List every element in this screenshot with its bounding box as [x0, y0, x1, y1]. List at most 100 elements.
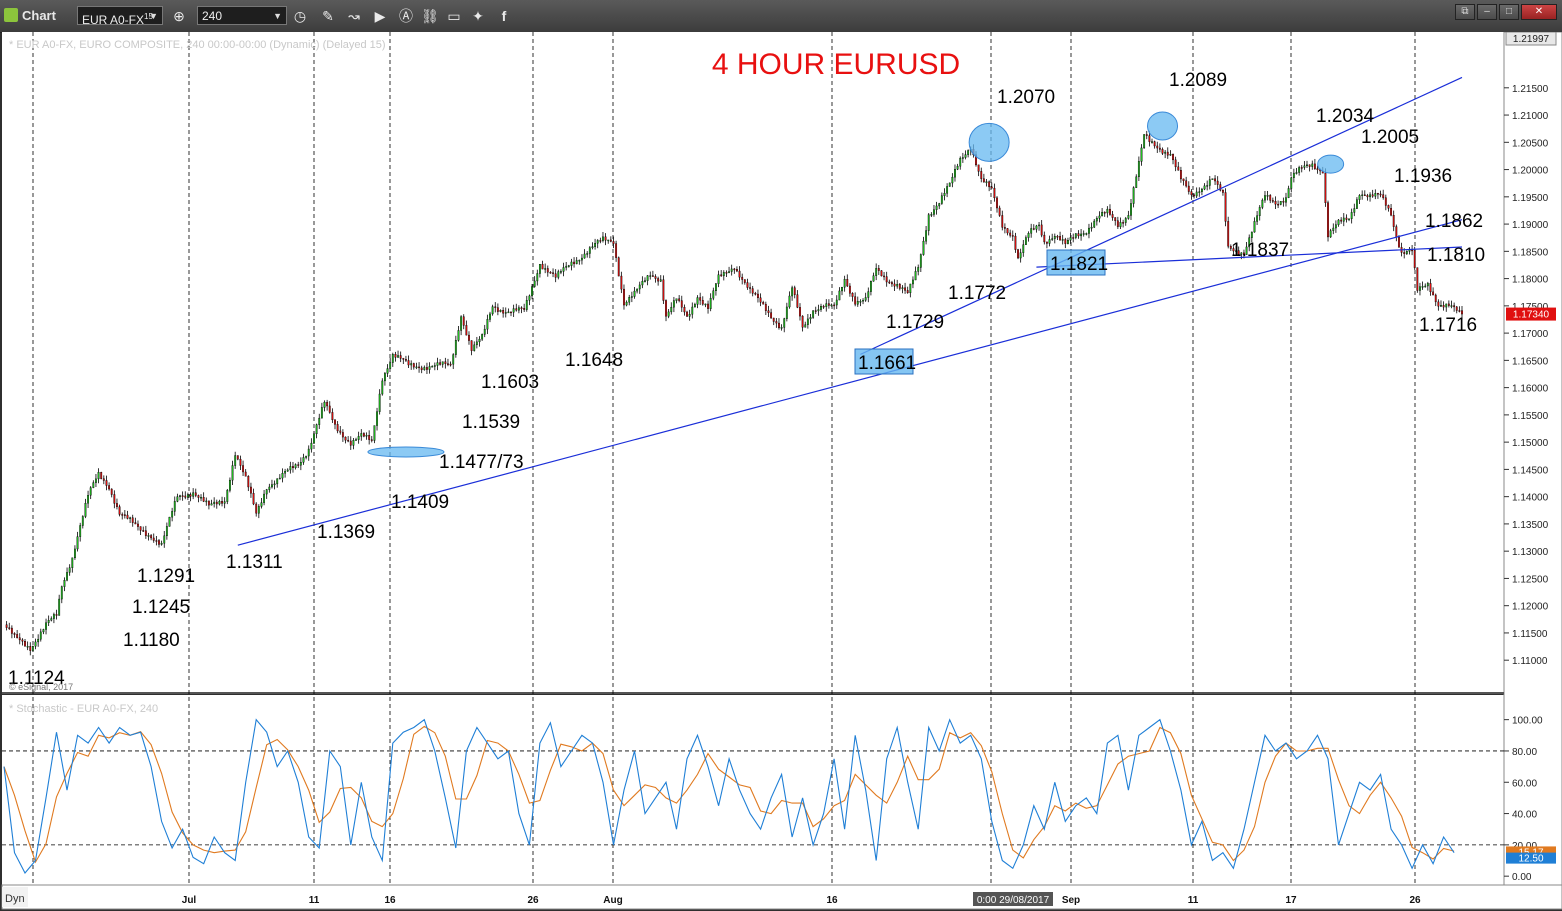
alert-icon[interactable]: Ⓐ [399, 8, 413, 24]
candle-down [1327, 202, 1329, 238]
candle-down [1148, 135, 1151, 142]
price-annotation: 1.1180 [123, 630, 180, 651]
candle-up [376, 411, 378, 426]
target-icon[interactable]: ⊕ [173, 8, 185, 24]
candle-down [612, 241, 615, 244]
candle-down [21, 639, 24, 642]
highlight-ellipses[interactable] [367, 111, 1345, 458]
candle-up [45, 622, 47, 630]
candle-down [108, 485, 111, 490]
candle-up [1374, 193, 1377, 197]
restore-icon[interactable]: ⧉ [1455, 4, 1475, 20]
price-annotation: 1.2034 [1316, 106, 1375, 127]
candle-down [1114, 217, 1117, 221]
link-icon[interactable]: ⛓ [421, 8, 439, 24]
candle-up [1019, 252, 1022, 259]
facebook-icon[interactable]: f [501, 8, 507, 24]
dyn-corner[interactable] [2, 887, 28, 907]
line-chart-icon[interactable]: ↝ [348, 8, 360, 24]
candle-up [76, 536, 79, 550]
candle-up [525, 300, 528, 310]
symbol-value: EUR A0-FX [82, 13, 145, 27]
candle-up [985, 181, 988, 183]
candle-down [144, 530, 147, 536]
candle-down [699, 297, 702, 301]
candle-down [993, 187, 996, 199]
candle-up [302, 457, 305, 463]
candle-down [1229, 246, 1232, 249]
candle-down [328, 405, 331, 413]
candle-down [617, 257, 620, 277]
candle-up [34, 641, 37, 647]
toolbar: Chart EUR A0-FX15 ▼ ⊕ 240 ▼ ◷ ✎ ↝ ▶ Ⓐ ⛓ ▭ … [0, 0, 1562, 33]
candle-down [1366, 195, 1369, 198]
candle-up [596, 240, 599, 244]
candle-up [517, 307, 520, 311]
candle-up [1027, 233, 1030, 238]
clock-icon[interactable]: ◷ [293, 8, 307, 24]
candle-up [728, 271, 730, 274]
candle-up [1098, 215, 1101, 219]
candle-up [1450, 305, 1453, 307]
candle-up [628, 297, 631, 303]
stoch-k-value: 12.50 [1518, 854, 1543, 865]
candle-up [630, 296, 633, 298]
candle-down [331, 412, 334, 421]
candle-down [1437, 301, 1440, 307]
price-annotation: 1.1729 [886, 312, 944, 333]
chat-icon[interactable]: ▭ [447, 8, 461, 24]
candle-down [1109, 208, 1111, 215]
candle-up [638, 284, 641, 290]
play-icon[interactable]: ▶ [374, 8, 386, 24]
minimize-icon[interactable]: – [1477, 4, 1497, 20]
candle-up [633, 290, 636, 297]
candle-down [1059, 236, 1061, 241]
candle-down [418, 366, 420, 369]
candle-up [927, 214, 930, 231]
candle-up [26, 646, 29, 648]
price-tick-label: 1.20500 [1512, 138, 1549, 149]
candle-up [1358, 195, 1361, 200]
close-icon[interactable]: ✕ [1521, 4, 1557, 20]
trendlines[interactable] [237, 76, 1463, 546]
chart-area: 1.21500 1.21000 1.20500 1.20000 1.19500 1.190… [1, 32, 1562, 910]
candle-up [276, 478, 279, 485]
candle-down [181, 495, 184, 497]
candle-up [646, 275, 649, 281]
candle-down [239, 458, 242, 466]
candle-up [528, 295, 531, 301]
candle-up [381, 380, 384, 395]
candle-up [806, 318, 809, 325]
maximize-icon[interactable]: □ [1499, 4, 1519, 20]
price-annotation: 1.1821 [1050, 254, 1108, 275]
candle-up [179, 495, 181, 497]
candle-up [557, 271, 560, 278]
candle-up [436, 362, 439, 366]
symbol-select[interactable]: EUR A0-FX15 ▼ [77, 6, 163, 27]
pencil-icon[interactable]: ✎ [322, 8, 334, 24]
price-tick-label: 1.13500 [1512, 520, 1549, 531]
candle-up [531, 286, 533, 297]
candle-down [686, 311, 688, 317]
candle-up [383, 373, 386, 382]
candle-down [1442, 304, 1445, 308]
candle-up [1245, 246, 1248, 255]
candle-down [412, 363, 415, 368]
candle-up [533, 280, 536, 287]
candle-up [825, 303, 828, 307]
twitter-icon[interactable]: ✦ [472, 8, 484, 24]
candle-up [176, 496, 179, 502]
candle-down [743, 279, 746, 283]
candle-down [121, 514, 124, 516]
time-tick-label: 16 [384, 895, 396, 906]
candle-up [954, 169, 956, 178]
candle-up [659, 279, 662, 282]
trendline [860, 76, 1463, 355]
candle-up [397, 355, 399, 358]
candle-up [1069, 237, 1072, 241]
candle-up [1074, 233, 1077, 238]
candle-down [465, 325, 468, 336]
interval-select[interactable]: 240 ▼ [197, 6, 287, 25]
candle-down [139, 526, 142, 531]
candle-up [940, 195, 943, 204]
